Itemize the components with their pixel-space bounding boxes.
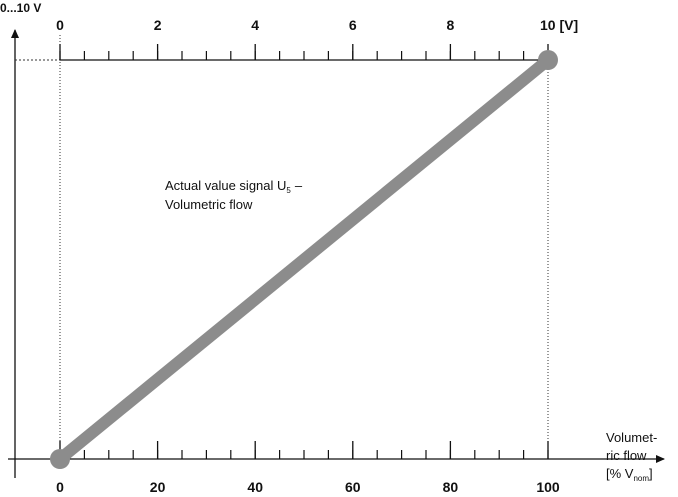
annotation-text: Actual value signal U <box>165 178 286 193</box>
x-axis-label: [% Vnom] <box>606 466 653 483</box>
x-tick-label: 20 <box>150 479 166 495</box>
x2-tick-label: 4 <box>251 17 259 33</box>
annotation: Actual value signal U5– <box>165 178 303 195</box>
x-axis-label: Volumet- <box>606 430 657 445</box>
x2-tick-label: 8 <box>447 17 455 33</box>
data-line <box>56 55 552 464</box>
x-label-line: ric flow <box>606 448 647 463</box>
x-tick-label: 0 <box>56 479 64 495</box>
x2-tick-label: 10 [V] <box>540 17 578 33</box>
data-point <box>538 50 558 70</box>
x-label-end: ] <box>649 466 653 481</box>
annotation-text: Volumetric flow <box>165 197 253 212</box>
x2-tick-label: 0 <box>56 17 64 33</box>
x-tick-label: 60 <box>345 479 361 495</box>
x-label-line: [% V <box>606 466 634 481</box>
annotation-end: – <box>295 178 303 193</box>
x2-tick-label: 2 <box>154 17 162 33</box>
x-label-sub: nom <box>633 474 649 483</box>
x-tick-label: 100 <box>536 479 560 495</box>
data-point <box>50 449 70 469</box>
x-label-line: Volumet- <box>606 430 657 445</box>
x-tick-label: 40 <box>247 479 263 495</box>
x-tick-label: 80 <box>443 479 459 495</box>
y-axis-label: 0...10 V <box>0 1 41 15</box>
annotation: Volumetric flow <box>165 197 253 212</box>
x2-tick-label: 6 <box>349 17 357 33</box>
annotation-sub: 5 <box>286 186 291 195</box>
x-axis-label: ric flow <box>606 448 647 463</box>
